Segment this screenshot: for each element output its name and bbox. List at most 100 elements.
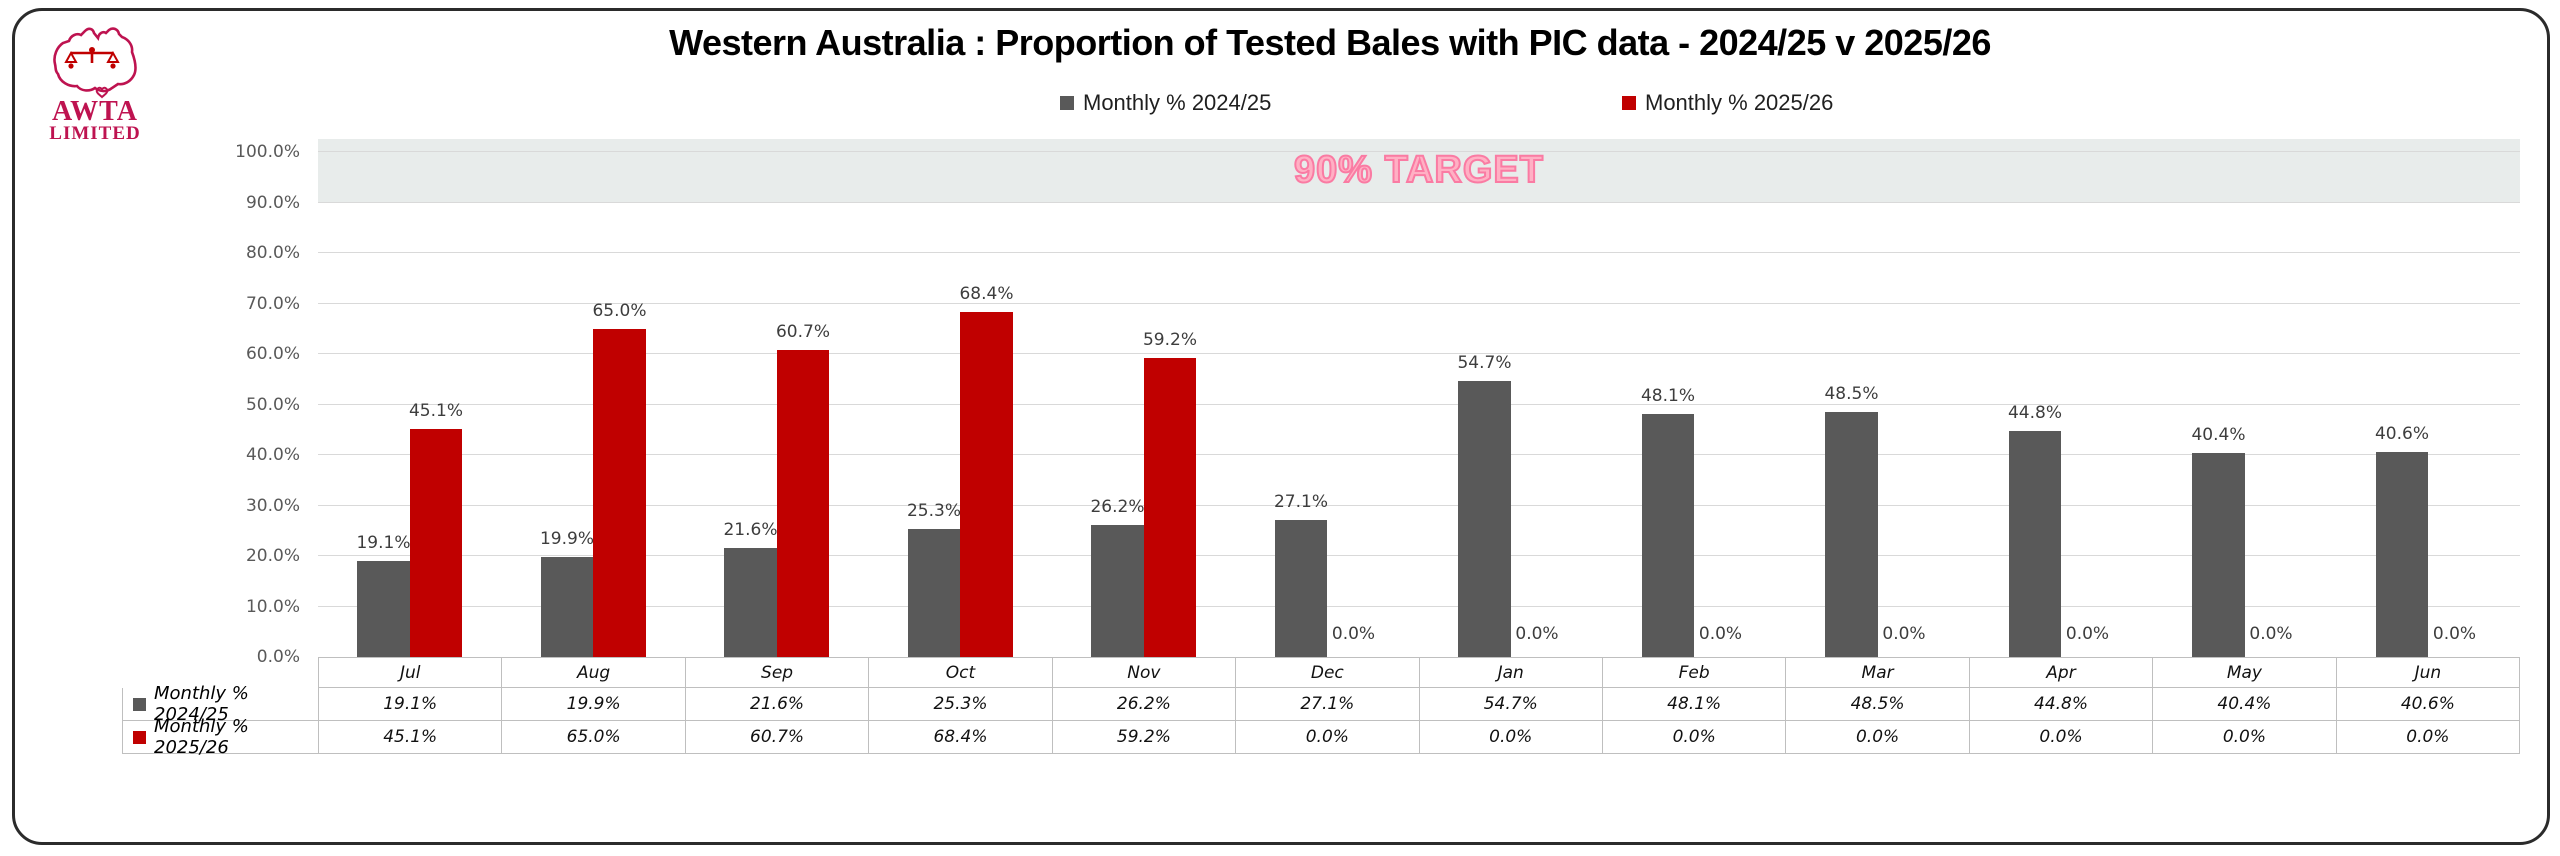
y-tick-label: 40.0% bbox=[245, 445, 300, 465]
row-label-cell: Monthly % 2025/26 bbox=[122, 716, 318, 758]
bar-2024-25 bbox=[1458, 380, 1511, 657]
awta-australia-map-icon bbox=[53, 27, 137, 99]
value-cell: 45.1% bbox=[318, 721, 501, 753]
bar-value-label: 27.1% bbox=[1273, 492, 1328, 513]
bar-value-label: 21.6% bbox=[723, 519, 778, 540]
y-tick-label: 80.0% bbox=[245, 243, 300, 263]
value-cell: 48.1% bbox=[1601, 688, 1785, 720]
bar-2025-26 bbox=[593, 328, 646, 657]
month-cell: Jun bbox=[2335, 658, 2521, 687]
legend-swatch-2025-26-icon bbox=[1622, 96, 1636, 110]
value-cell: 19.9% bbox=[501, 688, 684, 720]
value-cell: 54.7% bbox=[1418, 688, 1602, 720]
legend-item-2025-26: Monthly % 2025/26 bbox=[1622, 90, 1833, 116]
bar-value-label: 0.0% bbox=[2065, 624, 2110, 644]
row-label-cell: Monthly % 2024/25 bbox=[122, 683, 318, 725]
row-label: Monthly % 2024/25 bbox=[154, 683, 249, 725]
bar-value-label: 0.0% bbox=[2249, 624, 2293, 644]
value-cell: 25.3% bbox=[868, 688, 1051, 720]
value-cell: 48.5% bbox=[1785, 688, 1968, 720]
value-cell: 0.0% bbox=[1785, 721, 1968, 753]
value-cell: 59.2% bbox=[1051, 721, 1235, 753]
value-cell: 60.7% bbox=[684, 721, 868, 753]
bar-value-label: 45.1% bbox=[408, 401, 463, 422]
bar-value-label: 40.4% bbox=[2191, 424, 2246, 445]
bar-2024-25 bbox=[2192, 452, 2245, 657]
tasmania-heart-icon bbox=[95, 86, 109, 99]
month-cell: Dec bbox=[1235, 658, 1418, 687]
y-tick-label: 30.0% bbox=[245, 495, 300, 516]
bar-value-label: 48.5% bbox=[1824, 384, 1879, 405]
target-band bbox=[318, 139, 2520, 203]
bar-value-label: 60.7% bbox=[775, 322, 830, 343]
bar-value-label: 19.1% bbox=[356, 532, 411, 553]
gridline bbox=[318, 151, 2520, 152]
value-cell: 19.1% bbox=[318, 688, 501, 720]
value-cell: 0.0% bbox=[1968, 721, 2152, 753]
value-cell: 68.4% bbox=[868, 721, 1051, 753]
chart-title: Western Australia : Proportion of Tested… bbox=[669, 22, 1991, 63]
gridline bbox=[318, 555, 2520, 556]
bar-value-label: 48.1% bbox=[1640, 386, 1695, 407]
legend-label-2025-26: Monthly % 2025/26 bbox=[1645, 90, 1834, 115]
bar-2025-26 bbox=[776, 350, 830, 657]
bar-2024-25 bbox=[724, 547, 777, 657]
logo-text-awta: AWTA bbox=[52, 96, 138, 127]
y-tick-label: 100.0% bbox=[235, 142, 300, 162]
bar-2024-25 bbox=[540, 556, 594, 657]
row-swatch-icon bbox=[133, 730, 146, 744]
plot-area: 90% TARGET 0.0% 10.0% 20.0% 30.0% 40.0% 50.0% 6… bbox=[235, 139, 2520, 667]
legend-item-2024-25: Monthly % 2024/25 bbox=[1060, 90, 1271, 116]
bar-value-label: 0.0% bbox=[1698, 624, 1743, 644]
gridline bbox=[318, 454, 2520, 455]
awta-logo: AWTA LIMITED bbox=[40, 26, 150, 144]
bar-2024-25 bbox=[2008, 430, 2062, 657]
legend-swatch-2024-25-icon bbox=[1060, 96, 1074, 110]
value-cell: 27.1% bbox=[1235, 688, 1418, 720]
month-cell: Oct bbox=[868, 658, 1051, 687]
value-cell: 0.0% bbox=[1601, 721, 1785, 753]
bar-2024-25 bbox=[1274, 520, 1328, 657]
bar-value-label: 65.0% bbox=[592, 300, 647, 321]
target-band-label: 90% TARGET bbox=[1293, 148, 1544, 192]
bar-2024-25 bbox=[1091, 524, 1144, 657]
month-cell: Jul bbox=[318, 658, 501, 687]
bar-2025-26 bbox=[409, 429, 463, 657]
month-header-row: Jul Aug Sep Oct Nov Dec Jan Feb Mar Apr May Jun bbox=[318, 657, 2521, 688]
data-table: Jul Aug Sep Oct Nov Dec Jan Feb Mar Apr May Jun Mont… bbox=[122, 657, 2521, 758]
legend-label-2024-25: Monthly % 2024/25 bbox=[1083, 90, 1272, 115]
value-cell: 0.0% bbox=[1235, 721, 1418, 753]
month-cell: Jan bbox=[1418, 658, 1602, 687]
bar-value-label: 68.4% bbox=[959, 283, 1014, 304]
bar-2024-25 bbox=[2375, 451, 2429, 657]
y-tick-label: 50.0% bbox=[245, 394, 300, 415]
bar-value-label: 26.2% bbox=[1090, 496, 1145, 517]
value-cell: 0.0% bbox=[2152, 721, 2335, 753]
month-cell: Aug bbox=[501, 658, 684, 687]
gridline bbox=[318, 403, 2520, 405]
bar-value-label: 44.8% bbox=[2007, 402, 2062, 423]
value-cell: 0.0% bbox=[1418, 721, 1602, 753]
row-label: Monthly % 2025/26 bbox=[154, 716, 249, 758]
gridline bbox=[318, 504, 2520, 506]
table-row-2024-25: Monthly % 2024/25 19.1% 19.9% 21.6% 25.3% 26.… bbox=[122, 683, 2521, 725]
bar-2024-25 bbox=[357, 560, 410, 657]
value-cell: 44.8% bbox=[1968, 688, 2152, 720]
bar-2025-26 bbox=[960, 311, 1013, 657]
value-cell: 0.0% bbox=[2335, 721, 2521, 753]
bar-value-label: 0.0% bbox=[1331, 624, 1376, 644]
gridline bbox=[318, 605, 2520, 607]
table-row-2025-26: Monthly % 2025/26 45.1% 65.0% 60.7% 68.4% 59.… bbox=[122, 716, 2521, 758]
bar-value-label: 25.3% bbox=[906, 501, 961, 522]
y-tick-label: 70.0% bbox=[245, 293, 300, 314]
row-swatch-icon bbox=[133, 697, 146, 711]
value-cell: 40.6% bbox=[2335, 688, 2521, 720]
logo-text-limited: LIMITED bbox=[49, 123, 141, 144]
gridline bbox=[318, 252, 2520, 253]
bar-value-label: 0.0% bbox=[1515, 624, 1559, 644]
bar-2024-25 bbox=[907, 529, 961, 657]
balance-scale-icon bbox=[64, 47, 120, 69]
value-cell: 65.0% bbox=[501, 721, 684, 753]
bar-value-label: 19.9% bbox=[539, 528, 594, 549]
